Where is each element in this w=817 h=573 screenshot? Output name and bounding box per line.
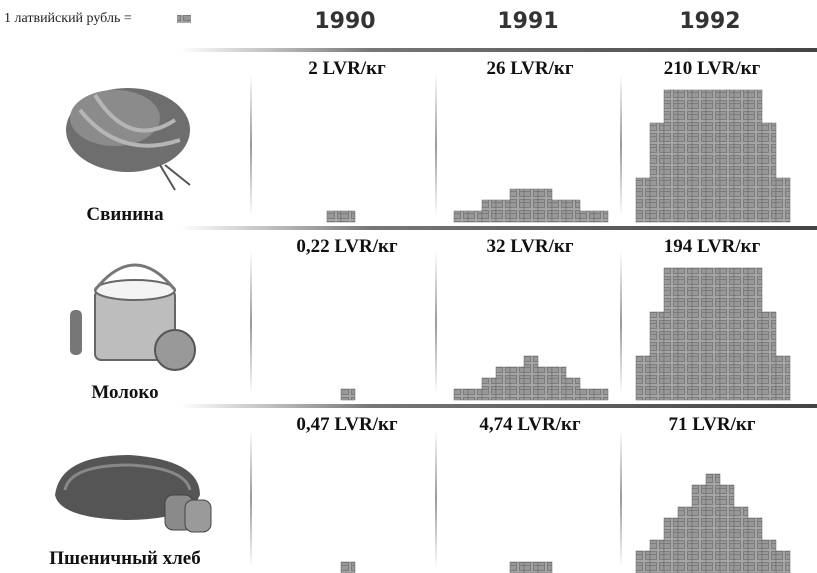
pile [635,473,791,573]
row-separator [180,48,817,52]
price-label: 2 LVR/кг [308,58,386,79]
pile [635,267,791,401]
column-separator [250,429,252,568]
pile [453,355,609,401]
price-label: 0,22 LVR/кг [296,236,398,257]
price-label: 4,74 LVR/кг [479,414,581,435]
price-label: 210 LVR/кг [664,58,761,79]
pile [453,188,609,223]
column-separator [620,429,622,568]
column-separator [250,251,252,395]
pile [326,210,356,223]
legend-icon [177,15,191,23]
milk-icon [70,263,196,371]
column-separator [435,429,437,568]
pile [635,89,791,223]
column-separator [435,73,437,217]
pile [509,561,553,573]
pile [340,561,356,573]
legend-label: 1 латвийский рубль = [4,11,132,26]
price-label: 194 LVR/кг [664,236,761,257]
row-separator [180,404,817,408]
row-separator [180,226,817,230]
column-separator [435,251,437,395]
product-name: Пшеничный хлеб [49,548,200,569]
price-label: 32 LVR/кг [487,236,574,257]
column-separator [620,73,622,217]
pork-icon [66,88,191,191]
price-label: 71 LVR/кг [669,414,756,435]
price-label: 26 LVR/кг [487,58,574,79]
pile [340,388,356,401]
year-label: 1991 [497,9,558,34]
product-name: Молоко [91,382,158,403]
column-separator [620,251,622,395]
column-separator [250,73,252,217]
year-label: 1992 [679,9,740,34]
year-label: 1990 [314,9,375,34]
bread-icon [55,455,212,533]
price-label: 0,47 LVR/кг [296,414,398,435]
product-name: Свинина [86,204,164,225]
